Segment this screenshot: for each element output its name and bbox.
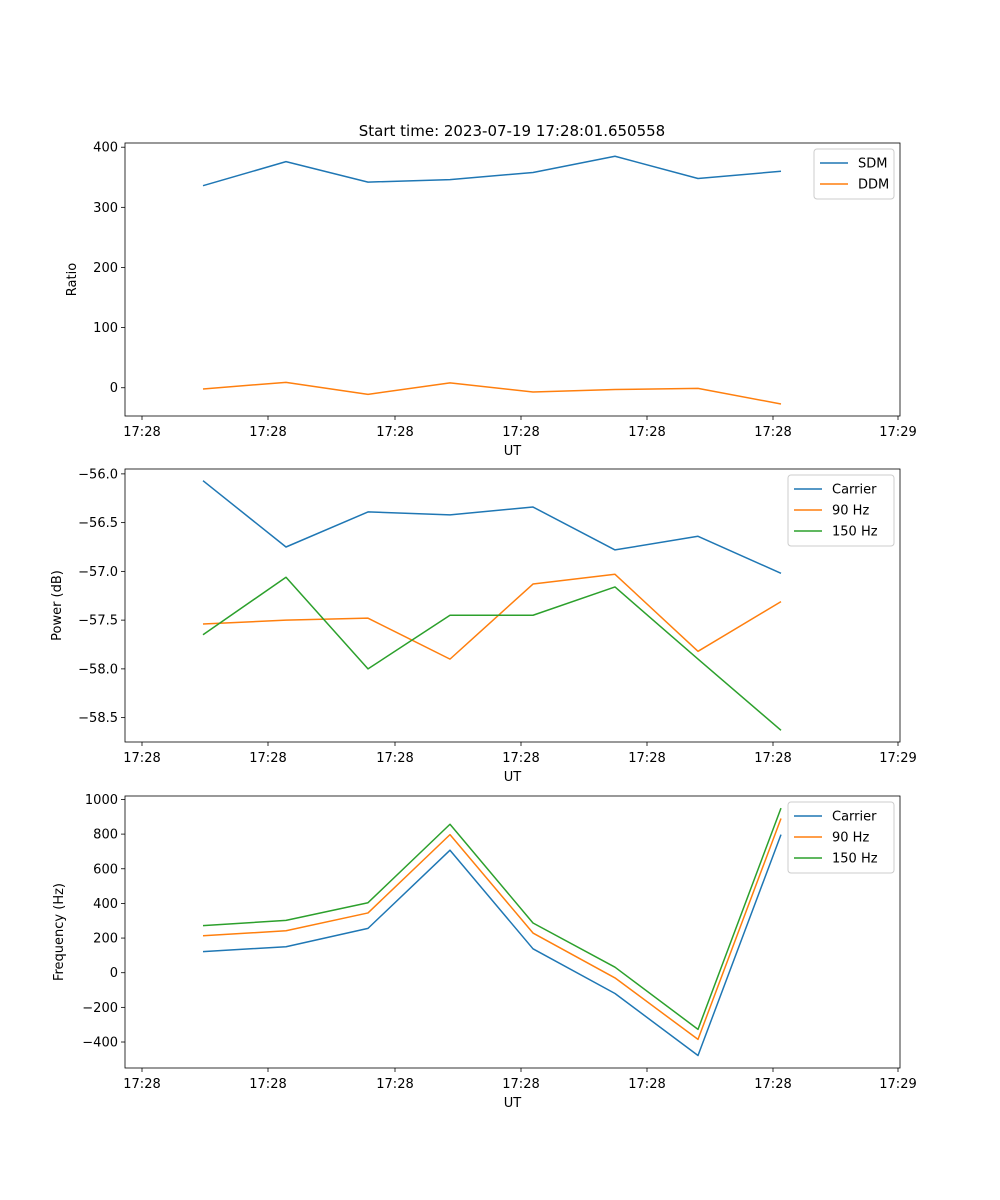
x-tick-label: 17:28 [628, 751, 665, 766]
subplot-3: 17:28 17:28 17:28 17:28 17:28 17:28 17:29 −400 −… [52, 793, 917, 1111]
x-tick-label: 17:28 [502, 751, 539, 766]
x-tick-label: 17:28 [628, 1077, 665, 1092]
series-line-2 [202, 381, 782, 405]
legend: Carrier 90 Hz 150 Hz [787, 474, 895, 547]
x-tick-label: 17:28 [502, 425, 539, 440]
legend-label: SDM [858, 157, 887, 172]
x-tick-label: 17:29 [879, 751, 916, 766]
y-tick-label: 1000 [85, 793, 118, 808]
y-tick-label: −57.5 [78, 614, 118, 629]
x-tick-label: 17:29 [879, 425, 916, 440]
y-tick-label: 0 [110, 381, 118, 396]
y-tick-label: −400 [82, 1036, 118, 1051]
x-tick-label: 17:28 [249, 751, 286, 766]
y-axis-label: Power (dB) [50, 570, 65, 641]
y-tick-label: 400 [93, 141, 118, 156]
legend-label: 150 Hz [832, 852, 878, 867]
legend-label: 150 Hz [832, 525, 878, 540]
legend-label: DDM [858, 178, 889, 193]
subplot-2: 17:28 17:28 17:28 17:28 17:28 17:28 17:29 −56.0… [50, 467, 917, 785]
legend-box [813, 148, 895, 200]
series-line-1 [202, 155, 782, 187]
x-tick-label: 17:28 [249, 425, 286, 440]
y-axis-label: Ratio [65, 263, 80, 296]
series-line-1 [202, 834, 782, 1057]
series-line-3 [202, 576, 782, 731]
y-tick-label: −56.0 [78, 467, 118, 482]
legend-label: 90 Hz [832, 504, 869, 519]
x-tick-label: 17:28 [754, 751, 791, 766]
legend-label: Carrier [832, 483, 877, 498]
x-tick-label: 17:28 [376, 1077, 413, 1092]
axes-frame [124, 142, 901, 417]
legend-label: 90 Hz [832, 831, 869, 846]
x-tick-label: 17:28 [123, 425, 160, 440]
x-axis-label: UT [504, 1096, 522, 1111]
x-tick-label: 17:28 [502, 1077, 539, 1092]
y-tick-label: −58.0 [78, 662, 118, 677]
x-axis-label: UT [504, 770, 522, 785]
x-tick-label: 17:29 [879, 1077, 916, 1092]
x-tick-label: 17:28 [123, 751, 160, 766]
axes-frame [124, 468, 901, 743]
y-tick-label: 200 [93, 261, 118, 276]
series-line-3 [202, 807, 782, 1031]
x-tick-label: 17:28 [376, 425, 413, 440]
legend-box [787, 801, 895, 874]
x-tick-label: 17:28 [123, 1077, 160, 1092]
legend: Carrier 90 Hz 150 Hz [787, 801, 895, 874]
y-tick-label: −56.5 [78, 516, 118, 531]
y-tick-label: −58.5 [78, 711, 118, 726]
y-tick-label: −200 [82, 1001, 118, 1016]
y-tick-label: 100 [93, 321, 118, 336]
series-line-2 [202, 818, 782, 1041]
x-tick-label: 17:28 [754, 1077, 791, 1092]
x-axis-label: UT [504, 444, 522, 459]
x-tick-label: 17:28 [376, 751, 413, 766]
legend-box [787, 474, 895, 547]
y-tick-label: 600 [93, 862, 118, 877]
x-tick-label: 17:28 [628, 425, 665, 440]
y-axis-label: Frequency (Hz) [52, 883, 67, 981]
legend-label: Carrier [832, 810, 877, 825]
y-tick-label: 300 [93, 201, 118, 216]
legend: SDM DDM [813, 148, 895, 200]
x-tick-label: 17:28 [249, 1077, 286, 1092]
series-line-1 [202, 480, 782, 575]
chart-title: Start time: 2023-07-19 17:28:01.650558 [359, 122, 665, 140]
y-tick-label: 800 [93, 828, 118, 843]
x-tick-label: 17:28 [754, 425, 791, 440]
axes-frame [124, 795, 901, 1069]
series-line-2 [202, 573, 782, 660]
y-tick-label: 0 [110, 966, 118, 981]
subplot-1: 17:28 17:28 17:28 17:28 17:28 17:28 17:29 0 100 2… [65, 141, 917, 459]
y-tick-label: 200 [93, 932, 118, 947]
y-tick-label: −57.0 [78, 565, 118, 580]
y-tick-label: 400 [93, 897, 118, 912]
